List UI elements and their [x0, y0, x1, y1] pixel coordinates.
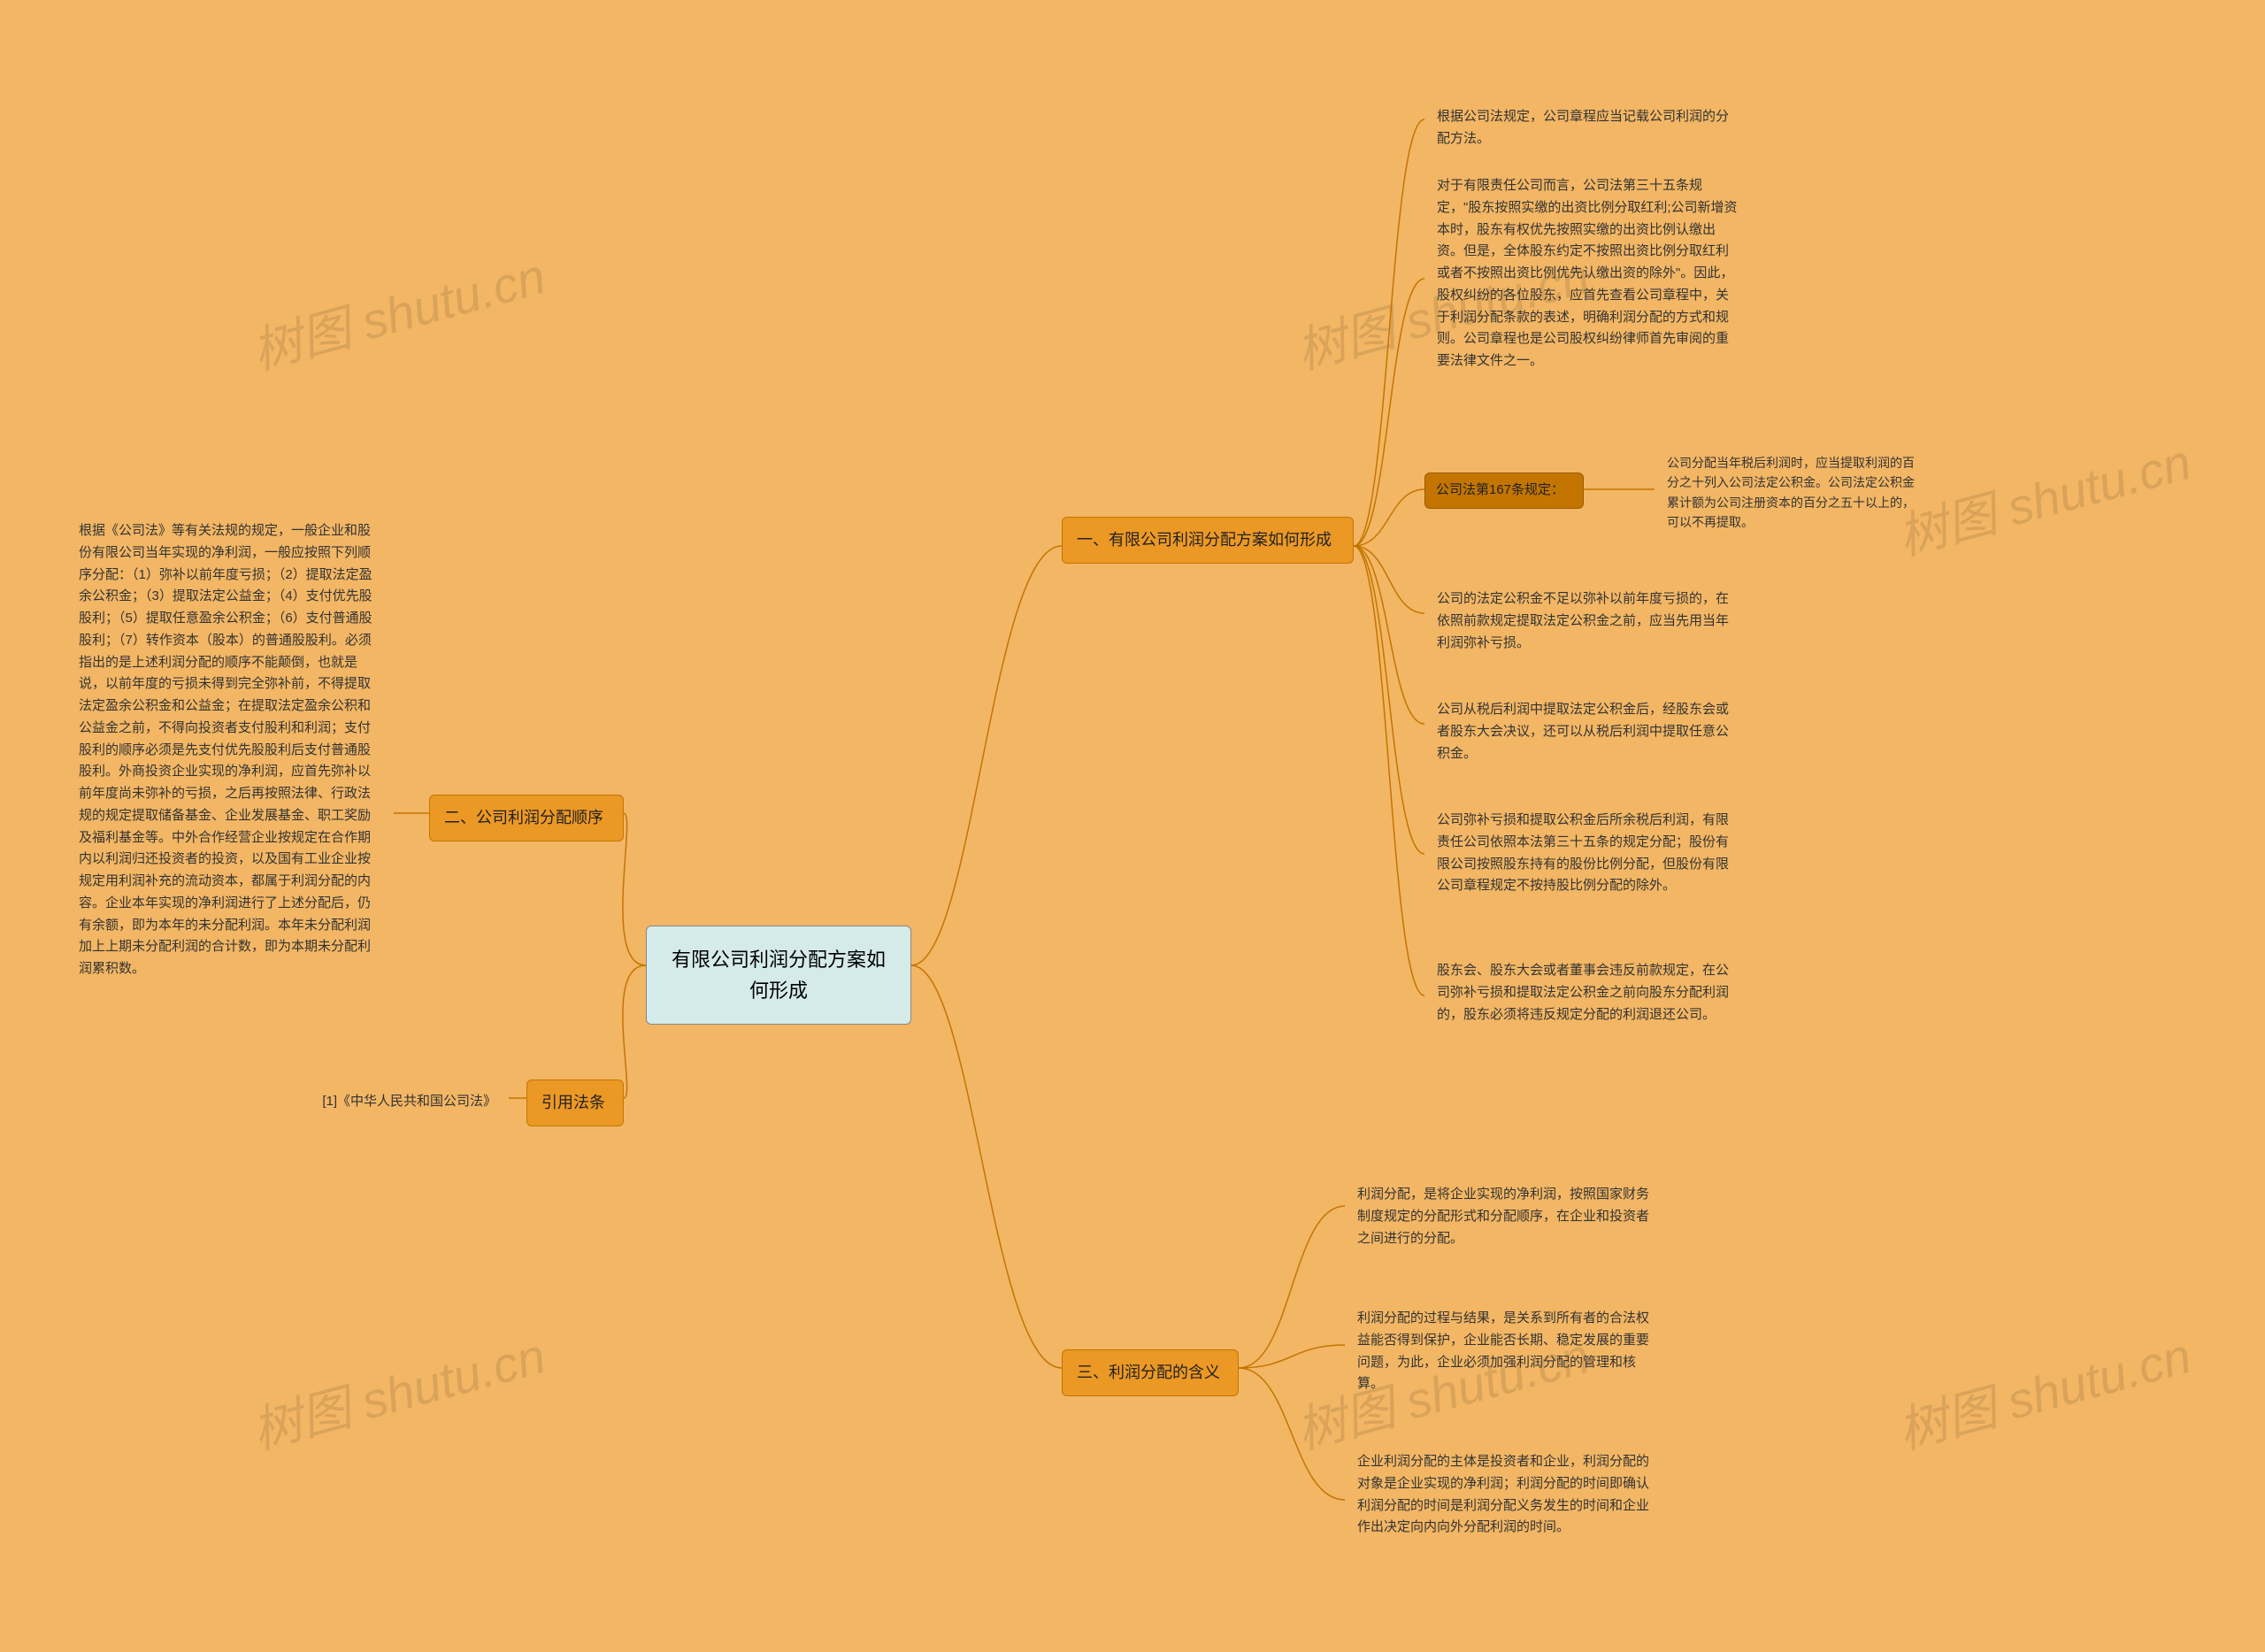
- branch-1[interactable]: 一、有限公司利润分配方案如何形成: [1062, 517, 1354, 564]
- root-node[interactable]: 有限公司利润分配方案如何形成: [646, 926, 911, 1025]
- leaf-b3c3: 企业利润分配的主体是投资者和企业，利润分配的对象是企业实现的净利润；利润分配的时…: [1345, 1442, 1672, 1548]
- leaf-b1c4: 公司的法定公积金不足以弥补以前年度亏损的，在依照前款规定提取法定公积金之前，应当…: [1424, 580, 1752, 663]
- watermark-6: 树图 shutu.cn: [1889, 1316, 2198, 1463]
- branch-2[interactable]: 二、公司利润分配顺序: [429, 795, 624, 841]
- leaf-b1c7: 股东会、股东大会或者董事会违反前款规定，在公司弥补亏损和提取法定公积金之前向股东…: [1424, 951, 1752, 1034]
- watermark-4: 树图 shutu.cn: [243, 1316, 552, 1463]
- leaf-b3c2: 利润分配的过程与结果，是关系到所有者的合法权益能否得到保护，企业能否长期、稳定发…: [1345, 1299, 1672, 1404]
- leaf-b1c3a: 公司分配当年税后利润时，应当提取利润的百分之十列入公司法定公积金。公司法定公积金…: [1655, 444, 1929, 542]
- watermark-1: 树图 shutu.cn: [243, 236, 552, 383]
- leaf-b1c2: 对于有限责任公司而言，公司法第三十五条规定，"股东按照实缴的出资比例分取红利;公…: [1424, 166, 1752, 381]
- leaf-b2c1: 根据《公司法》等有关法规的规定，一般企业和股份有限公司当年实现的净利润，一般应按…: [66, 511, 394, 989]
- branch-3[interactable]: 三、利润分配的含义: [1062, 1349, 1239, 1396]
- branch-4[interactable]: 引用法条: [526, 1080, 624, 1126]
- leaf-b1c5: 公司从税后利润中提取法定公积金后，经股东会或者股东大会决议，还可以从税后利润中提…: [1424, 690, 1752, 773]
- leaf-b4c1: [1]《中华人民共和国公司法》: [279, 1082, 509, 1122]
- watermark-3: 树图 shutu.cn: [1889, 422, 2198, 569]
- leaf-b3c1: 利润分配，是将企业实现的净利润，按照国家财务制度规定的分配形式和分配顺序，在企业…: [1345, 1175, 1672, 1258]
- node-b1c3[interactable]: 公司法第167条规定：: [1424, 473, 1584, 509]
- leaf-b1c6: 公司弥补亏损和提取公积金后所余税后利润，有限责任公司依照本法第三十五条的规定分配…: [1424, 801, 1752, 906]
- leaf-b1c1: 根据公司法规定，公司章程应当记载公司利润的分配方法。: [1424, 97, 1752, 159]
